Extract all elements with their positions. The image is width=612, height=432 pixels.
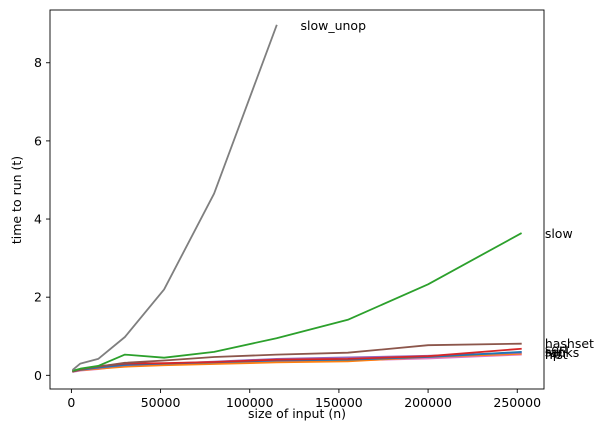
series-layer: [71, 24, 523, 373]
x-tick-label: 250000: [493, 395, 541, 410]
x-axis-ticks: 0 50000 100000 150000 200000 250000: [67, 389, 541, 410]
plot-frame: [49, 9, 545, 390]
series-label-hist: hist: [545, 347, 568, 362]
x-tick-label: 100000: [226, 395, 274, 410]
x-tick-label: 0: [67, 395, 75, 410]
series-line-sort: [72, 347, 522, 373]
y-tick-label: 6: [34, 133, 42, 148]
y-tick-label: 0: [34, 368, 42, 383]
x-axis-title: size of input (n): [248, 406, 346, 421]
y-tick-label: 2: [34, 290, 42, 305]
series-line-slow: [72, 232, 523, 372]
x-tick-label: 50000: [141, 395, 181, 410]
series-label-hashset: hashset: [545, 336, 594, 351]
series-label-slow: slow: [545, 226, 573, 241]
series-line-slow-unop: [71, 24, 278, 371]
series-label-sort: sort: [545, 341, 569, 356]
series-label-set: set: [545, 344, 564, 359]
series-label-ranks: ranks: [545, 345, 579, 360]
x-tick-label: 200000: [404, 395, 452, 410]
y-tick-label: 8: [34, 55, 42, 70]
y-axis-ticks: 0 2 4 6 8: [34, 55, 50, 383]
y-tick-label: 4: [34, 212, 42, 227]
y-axis-title: time to run (t): [9, 156, 24, 244]
series-label-np: np: [545, 346, 561, 361]
series-label-slow-unop: slow_unop: [300, 18, 366, 33]
x-tick-label: 150000: [315, 395, 363, 410]
